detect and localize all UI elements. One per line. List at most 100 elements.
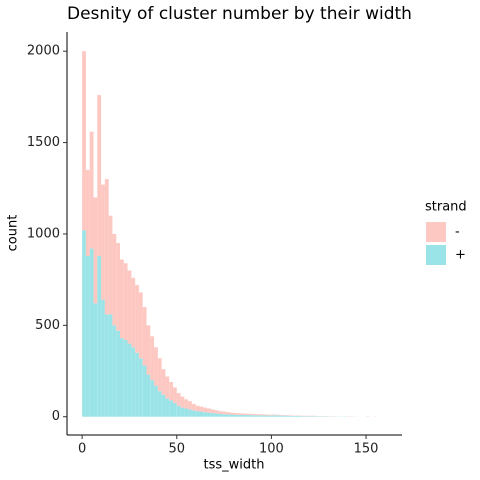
histogram-bar xyxy=(176,405,181,417)
histogram-bar xyxy=(241,414,245,417)
histogram-bar xyxy=(191,410,196,417)
legend-label: - xyxy=(455,225,460,240)
histogram-bar xyxy=(85,169,90,256)
histogram-bar xyxy=(218,411,223,414)
histogram-bar xyxy=(135,352,139,417)
histogram-bar xyxy=(112,233,117,326)
histogram-bar xyxy=(282,415,287,416)
histogram-bar xyxy=(93,197,98,304)
histogram-bar xyxy=(195,405,200,412)
x-tick-label: 0 xyxy=(78,442,86,457)
histogram-bar xyxy=(112,325,117,417)
histogram-bar xyxy=(180,396,185,408)
histogram-bar xyxy=(184,408,189,417)
histogram-bar xyxy=(301,416,306,417)
histogram-bar xyxy=(241,413,245,415)
x-axis-label: tss_width xyxy=(204,458,265,473)
histogram-bar xyxy=(138,358,143,417)
histogram-bar xyxy=(127,343,132,417)
histogram-bar xyxy=(93,303,98,417)
histogram-bar xyxy=(244,413,249,416)
legend-label: + xyxy=(455,248,466,263)
histogram-bar xyxy=(282,415,287,417)
histogram-bar xyxy=(154,347,158,386)
histogram-bar xyxy=(97,95,102,256)
histogram-bar xyxy=(131,347,136,417)
histogram-bar xyxy=(286,415,291,416)
histogram-bar xyxy=(82,51,86,231)
histogram-bar xyxy=(180,407,185,417)
histogram-bar xyxy=(210,413,215,417)
legend-swatch xyxy=(426,245,446,265)
histogram-bar xyxy=(146,374,151,417)
y-axis-label: count xyxy=(6,215,21,252)
histogram-bar xyxy=(85,255,90,417)
y-tick-label: 500 xyxy=(35,318,60,333)
histogram-bar xyxy=(127,270,132,344)
histogram-bar xyxy=(119,338,124,417)
y-tick-label: 0 xyxy=(52,409,60,424)
histogram-bar xyxy=(165,376,170,399)
histogram-bar xyxy=(218,413,223,417)
histogram-bar xyxy=(161,369,166,395)
histogram-bar xyxy=(116,243,120,331)
histogram-bar xyxy=(142,365,147,417)
histogram-bar xyxy=(256,414,261,416)
histogram-bar xyxy=(191,403,196,411)
histogram-bar xyxy=(252,413,257,416)
histogram-bar xyxy=(252,415,257,417)
histogram-bar xyxy=(169,400,173,417)
histogram-bar xyxy=(233,412,238,415)
y-tick-label: 1500 xyxy=(27,135,60,150)
histogram-bar xyxy=(275,414,279,416)
histogram-bar xyxy=(214,410,219,414)
histogram-bar xyxy=(116,330,120,417)
histogram-bar xyxy=(157,358,162,392)
histogram-bar xyxy=(278,415,283,417)
histogram-bar xyxy=(135,285,139,353)
histogram-bar xyxy=(263,415,268,417)
histogram-bar xyxy=(108,314,113,417)
histogram-bar xyxy=(199,411,204,417)
histogram-bar xyxy=(233,414,238,417)
histogram-bar xyxy=(188,409,192,417)
histogram-bar xyxy=(207,412,211,417)
x-tick-label: 150 xyxy=(354,442,379,457)
histogram-bar xyxy=(176,392,181,406)
histogram-bar xyxy=(161,394,166,417)
histogram-bar xyxy=(256,415,261,417)
histogram-bar xyxy=(195,411,200,417)
histogram-bar xyxy=(222,414,226,417)
histogram-bar xyxy=(267,415,272,417)
histogram-bar xyxy=(222,411,226,415)
y-tick-label: 1000 xyxy=(27,226,60,241)
histogram-bar xyxy=(101,184,105,300)
histogram-bar xyxy=(104,314,109,417)
histogram-bar xyxy=(150,336,155,381)
histogram-bar xyxy=(237,413,242,415)
histogram-bar xyxy=(89,131,94,249)
histogram-bar xyxy=(89,248,94,417)
x-tick-label: 100 xyxy=(259,442,284,457)
histogram-bar xyxy=(278,415,283,416)
histogram-bar xyxy=(101,299,105,417)
histogram-bar xyxy=(188,401,192,410)
x-tick-label: 50 xyxy=(169,442,186,457)
histogram-bar xyxy=(297,415,302,417)
histogram-bar xyxy=(203,412,208,417)
histogram-bar xyxy=(165,398,170,417)
legend-swatch xyxy=(426,222,446,242)
histogram-bar xyxy=(229,412,234,415)
histogram-bar xyxy=(275,415,279,417)
histogram-bar xyxy=(82,230,86,417)
histogram-bar xyxy=(172,403,177,417)
histogram-bar xyxy=(169,381,173,401)
histogram-bar xyxy=(119,259,124,339)
histogram-bar xyxy=(157,391,162,417)
chart-title: Desnity of cluster number by their width xyxy=(67,4,412,24)
histogram-bar xyxy=(199,406,204,412)
histogram-bar xyxy=(150,380,155,417)
histogram-bar xyxy=(210,409,215,414)
histogram-bar xyxy=(263,414,268,416)
